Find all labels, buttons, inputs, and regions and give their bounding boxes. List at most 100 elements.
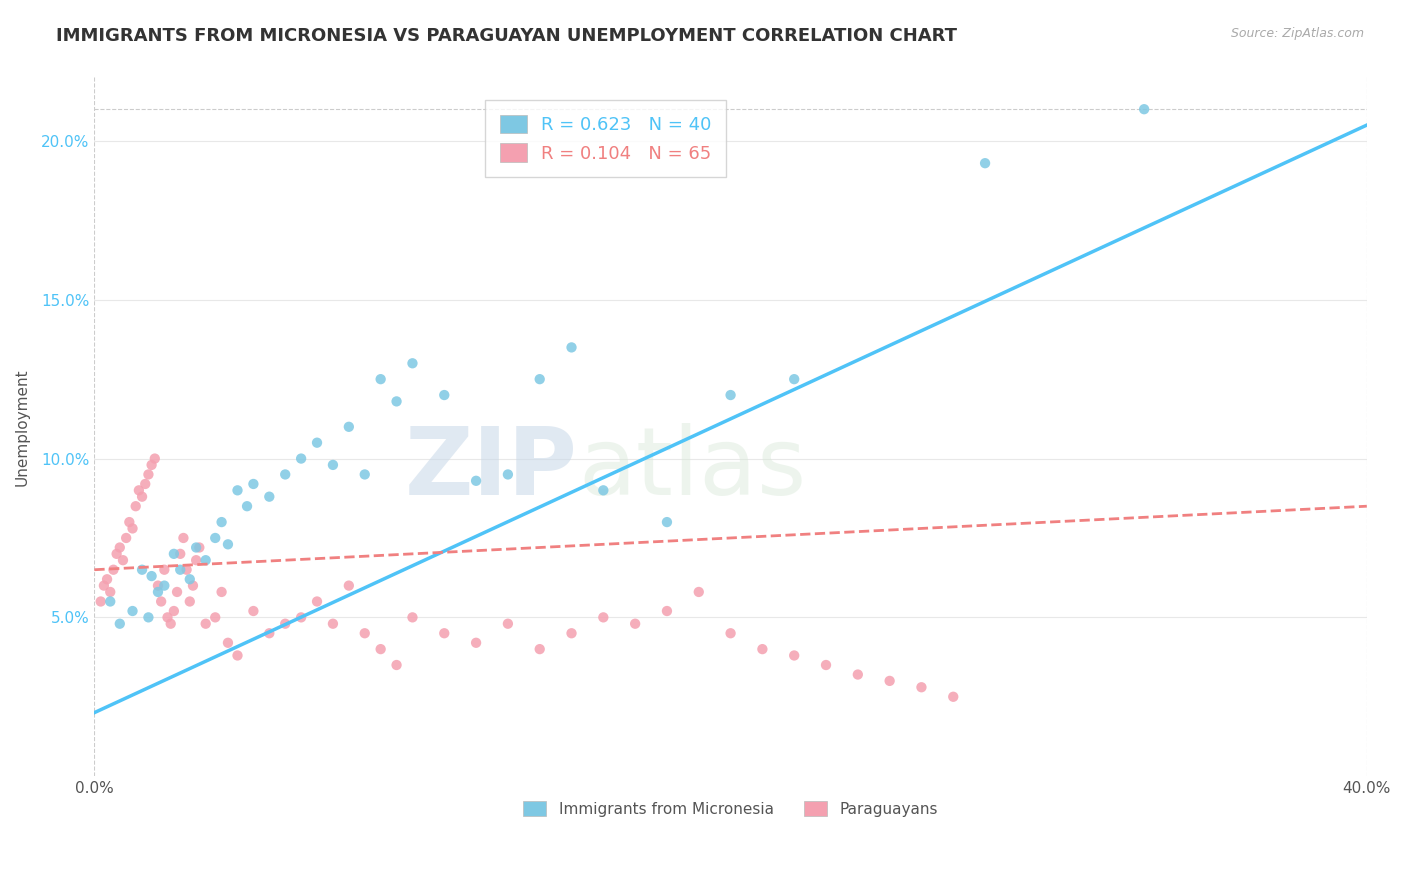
Point: [121, 604, 143, 618]
Point: [176, 563, 198, 577]
Point: [783, 648, 806, 663]
Point: [169, 563, 191, 577]
Point: [143, 451, 166, 466]
Point: [370, 642, 392, 657]
Point: [529, 642, 551, 657]
Point: [179, 572, 201, 586]
Point: [370, 372, 392, 386]
Point: [322, 458, 344, 472]
Point: [401, 610, 423, 624]
Point: [156, 610, 179, 624]
Point: [105, 547, 128, 561]
Point: [179, 594, 201, 608]
Point: [166, 585, 188, 599]
Point: [242, 604, 264, 618]
Point: [337, 419, 360, 434]
Point: [153, 579, 176, 593]
Point: [96, 572, 118, 586]
Point: [217, 537, 239, 551]
Point: [204, 531, 226, 545]
Point: [108, 616, 131, 631]
Point: [290, 610, 312, 624]
Point: [560, 340, 582, 354]
Point: [655, 604, 678, 618]
Point: [98, 594, 121, 608]
Point: [131, 563, 153, 577]
Point: [353, 626, 375, 640]
Point: [186, 541, 208, 555]
Point: [529, 372, 551, 386]
Point: [93, 579, 115, 593]
Point: [204, 610, 226, 624]
Point: [401, 356, 423, 370]
Point: [90, 594, 112, 608]
Point: [236, 499, 259, 513]
Point: [141, 569, 163, 583]
Point: [131, 490, 153, 504]
Y-axis label: Unemployment: Unemployment: [15, 368, 30, 485]
Point: [163, 547, 186, 561]
Point: [181, 579, 204, 593]
Point: [163, 604, 186, 618]
Point: [150, 594, 173, 608]
Point: [211, 515, 233, 529]
Point: [217, 636, 239, 650]
Point: [337, 579, 360, 593]
Point: [496, 616, 519, 631]
Point: [274, 467, 297, 482]
Point: [290, 451, 312, 466]
Point: [128, 483, 150, 498]
Point: [125, 499, 148, 513]
Point: [194, 616, 217, 631]
Point: [118, 515, 141, 529]
Point: [814, 658, 837, 673]
Point: [211, 585, 233, 599]
Point: [141, 458, 163, 472]
Point: [496, 467, 519, 482]
Point: [159, 616, 181, 631]
Point: [115, 531, 138, 545]
Point: [846, 667, 869, 681]
Point: [98, 585, 121, 599]
Point: [720, 388, 742, 402]
Point: [259, 626, 281, 640]
Point: [172, 531, 194, 545]
Point: [879, 673, 901, 688]
Point: [108, 541, 131, 555]
Text: ZIP: ZIP: [405, 423, 578, 515]
Point: [783, 372, 806, 386]
Text: atlas: atlas: [578, 423, 806, 515]
Point: [138, 467, 160, 482]
Point: [111, 553, 134, 567]
Point: [153, 563, 176, 577]
Point: [433, 626, 456, 640]
Point: [624, 616, 647, 631]
Point: [592, 483, 614, 498]
Point: [688, 585, 710, 599]
Point: [433, 388, 456, 402]
Point: [385, 658, 408, 673]
Point: [1133, 102, 1156, 116]
Point: [385, 394, 408, 409]
Point: [322, 616, 344, 631]
Point: [592, 610, 614, 624]
Point: [274, 616, 297, 631]
Point: [259, 490, 281, 504]
Point: [560, 626, 582, 640]
Point: [226, 648, 249, 663]
Point: [194, 553, 217, 567]
Point: [146, 585, 169, 599]
Point: [186, 553, 208, 567]
Point: [910, 680, 932, 694]
Point: [188, 541, 211, 555]
Point: [103, 563, 125, 577]
Point: [305, 594, 328, 608]
Point: [242, 477, 264, 491]
Legend: Immigrants from Micronesia, Paraguayans: Immigrants from Micronesia, Paraguayans: [516, 793, 945, 824]
Point: [974, 156, 997, 170]
Point: [655, 515, 678, 529]
Point: [169, 547, 191, 561]
Text: Source: ZipAtlas.com: Source: ZipAtlas.com: [1230, 27, 1364, 40]
Point: [138, 610, 160, 624]
Point: [353, 467, 375, 482]
